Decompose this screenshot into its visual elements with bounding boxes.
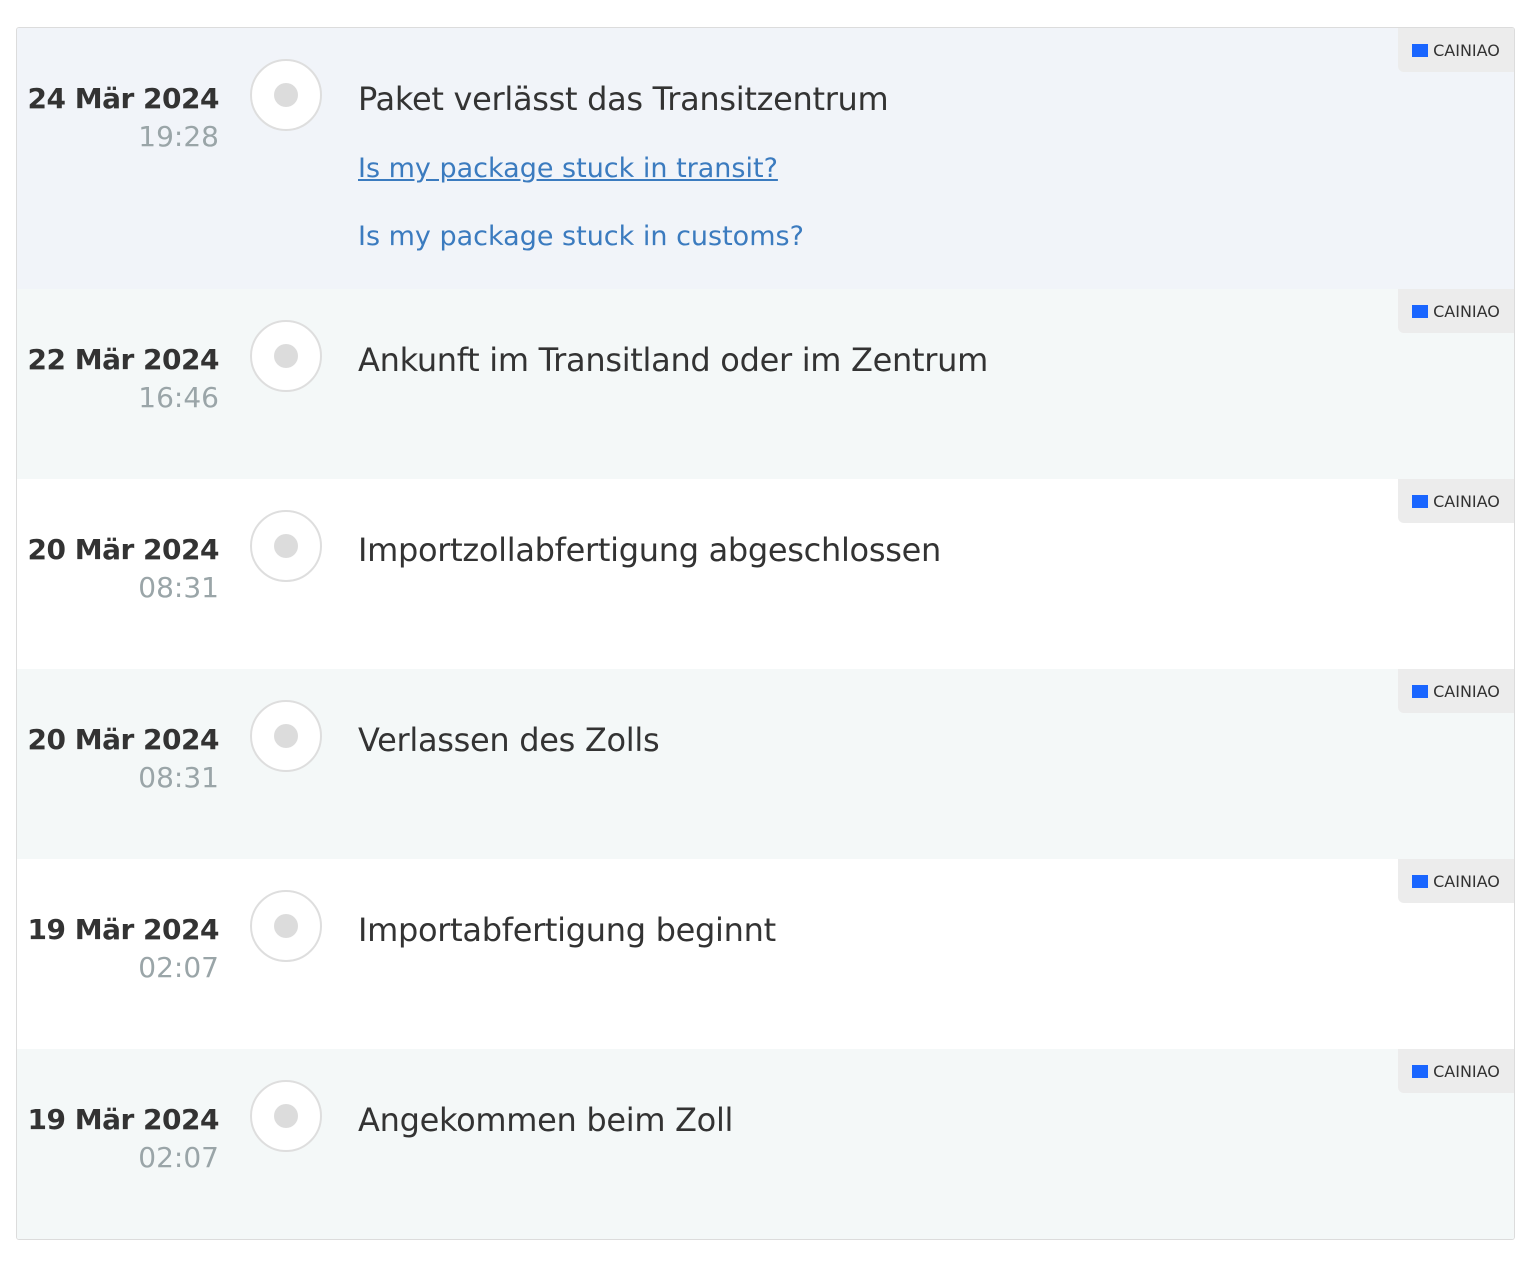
event-datetime: 19 Mär 2024 02:07 (27, 1102, 220, 1178)
timeline-event: 24 Mär 2024 19:28 Paket verlässt das Tra… (17, 28, 1514, 289)
timeline-event: 22 Mär 2024 16:46 Ankunft im Transitland… (17, 289, 1514, 479)
carrier-badge: CAINIAO (1398, 289, 1514, 333)
stuck-in-customs-link[interactable]: Is my package stuck in customs? (358, 221, 804, 252)
timeline-event: 19 Mär 2024 02:07 Angekommen beim Zoll C… (17, 1049, 1514, 1239)
stuck-in-transit-link[interactable]: Is my package stuck in transit? (358, 153, 778, 184)
event-time: 19:28 (138, 120, 219, 153)
event-title: Angekommen beim Zoll (358, 1101, 734, 1139)
timeline-dot-icon (250, 320, 322, 392)
event-time: 02:07 (138, 951, 219, 984)
timeline-dot-icon (250, 510, 322, 582)
timeline-dot-icon (250, 700, 322, 772)
event-datetime: 20 Mär 2024 08:31 (27, 722, 220, 798)
carrier-name: CAINIAO (1433, 871, 1500, 891)
event-date: 19 Mär 2024 (27, 1103, 220, 1136)
event-time: 16:46 (138, 381, 219, 414)
carrier-name: CAINIAO (1433, 681, 1500, 701)
cainiao-logo-icon (1412, 684, 1429, 698)
carrier-name: CAINIAO (1433, 1061, 1500, 1081)
event-date: 20 Mär 2024 (27, 533, 220, 566)
event-time: 02:07 (138, 1141, 219, 1174)
event-title: Importabfertigung beginnt (358, 911, 776, 949)
cainiao-logo-icon (1412, 494, 1429, 508)
event-date: 24 Mär 2024 (27, 82, 220, 115)
event-time: 08:31 (138, 761, 219, 794)
event-title: Ankunft im Transitland oder im Zentrum (358, 341, 988, 379)
event-datetime: 22 Mär 2024 16:46 (27, 342, 220, 418)
event-date: 19 Mär 2024 (27, 913, 220, 946)
carrier-badge: CAINIAO (1398, 669, 1514, 713)
timeline-dot-icon (250, 1080, 322, 1152)
carrier-badge: CAINIAO (1398, 28, 1514, 72)
cainiao-logo-icon (1412, 874, 1429, 888)
timeline-event: 20 Mär 2024 08:31 Verlassen des Zolls CA… (17, 669, 1514, 859)
carrier-name: CAINIAO (1433, 301, 1500, 321)
cainiao-logo-icon (1412, 304, 1429, 318)
event-title: Paket verlässt das Transitzentrum (358, 80, 889, 118)
tracking-timeline: 24 Mär 2024 19:28 Paket verlässt das Tra… (16, 27, 1515, 1240)
carrier-name: CAINIAO (1433, 40, 1500, 60)
event-title: Importzollabfertigung abgeschlossen (358, 531, 941, 569)
event-datetime: 24 Mär 2024 19:28 (27, 81, 220, 157)
cainiao-logo-icon (1412, 1064, 1429, 1078)
cainiao-logo-icon (1412, 43, 1429, 57)
timeline-dot-icon (250, 890, 322, 962)
event-time: 08:31 (138, 571, 219, 604)
timeline-dot-icon (250, 59, 322, 131)
timeline-event: 19 Mär 2024 02:07 Importabfertigung begi… (17, 859, 1514, 1049)
event-date: 20 Mär 2024 (27, 723, 220, 756)
carrier-badge: CAINIAO (1398, 1049, 1514, 1093)
event-title: Verlassen des Zolls (358, 721, 660, 759)
event-datetime: 19 Mär 2024 02:07 (27, 912, 220, 988)
timeline-event: 20 Mär 2024 08:31 Importzollabfertigung … (17, 479, 1514, 669)
event-date: 22 Mär 2024 (27, 343, 220, 376)
carrier-name: CAINIAO (1433, 491, 1500, 511)
event-datetime: 20 Mär 2024 08:31 (27, 532, 220, 608)
carrier-badge: CAINIAO (1398, 479, 1514, 523)
carrier-badge: CAINIAO (1398, 859, 1514, 903)
